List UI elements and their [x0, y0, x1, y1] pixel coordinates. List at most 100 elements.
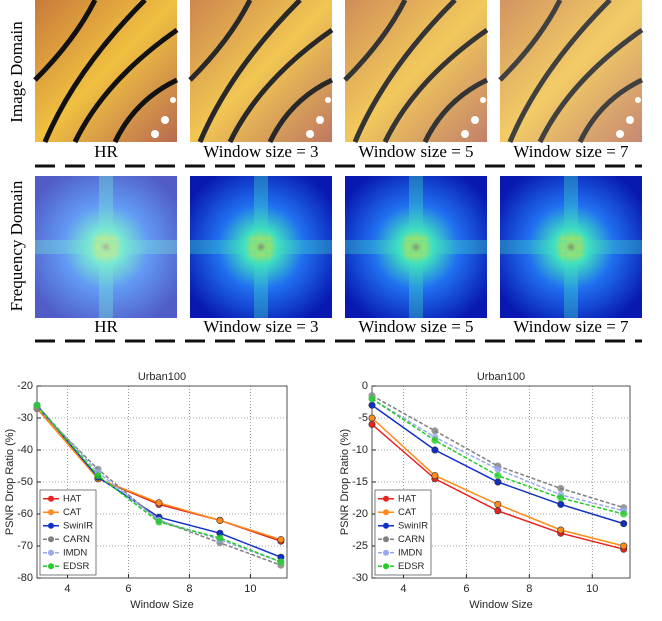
caption: Window size = 7	[513, 142, 629, 161]
legend	[374, 489, 432, 576]
legend-marker	[48, 509, 54, 516]
y-tick-label: -80	[17, 572, 33, 584]
point	[557, 494, 565, 502]
legend-marker	[383, 563, 389, 570]
y-tick-label: -60	[17, 508, 33, 520]
y-tick-label: -20	[352, 508, 368, 520]
x-tick-label: 10	[586, 583, 598, 595]
legend-label: SwinIR	[398, 520, 428, 531]
point	[620, 510, 628, 518]
point	[494, 478, 502, 486]
point	[431, 427, 439, 435]
x-tick-label: 6	[125, 583, 131, 595]
point	[368, 395, 376, 403]
spectrum	[345, 176, 487, 318]
caption: Window size = 3	[203, 142, 318, 161]
point	[277, 536, 285, 544]
spectrum	[190, 176, 332, 318]
y-tick-label: 0	[362, 380, 368, 392]
legend-marker	[48, 549, 54, 556]
legend-marker	[383, 549, 389, 556]
row-label: Frequency Domain	[7, 180, 26, 311]
x-axis-label: Window Size	[130, 599, 194, 611]
point	[494, 465, 502, 473]
legend-marker	[383, 522, 389, 529]
y-tick-label: -30	[17, 412, 33, 424]
point	[494, 500, 502, 508]
x-tick-label: 4	[64, 583, 70, 595]
point	[216, 534, 224, 542]
legend-label: HAT	[63, 493, 81, 504]
caption: Window size = 3	[203, 317, 318, 336]
point	[216, 516, 224, 524]
legend-marker	[48, 522, 54, 529]
point	[33, 401, 41, 409]
point	[277, 558, 285, 566]
x-axis-label: Window Size	[469, 599, 533, 611]
point	[155, 518, 163, 526]
image	[345, 0, 487, 142]
row-label: Image Domain	[7, 21, 26, 123]
point	[494, 507, 502, 515]
x-tick-label: 8	[526, 583, 532, 595]
caption: HR	[94, 142, 118, 161]
legend-label: EDSR	[63, 561, 90, 572]
legend-marker	[48, 536, 54, 543]
point	[620, 542, 628, 550]
legend-label: CAT	[398, 507, 416, 518]
point	[431, 446, 439, 454]
legend-label: CARN	[398, 534, 425, 545]
legend-marker	[383, 509, 389, 516]
point	[368, 414, 376, 422]
y-axis-label: PSNR Drop Ratio (%)	[339, 429, 351, 535]
x-tick-label: 4	[400, 583, 406, 595]
point	[494, 472, 502, 480]
legend-label: EDSR	[398, 561, 425, 572]
image	[190, 0, 332, 142]
caption: Window size = 5	[358, 317, 473, 336]
spectrum	[500, 176, 642, 318]
point	[431, 436, 439, 444]
y-tick-label: -70	[17, 540, 33, 552]
point	[368, 420, 376, 428]
legend	[39, 489, 97, 576]
y-tick-label: -20	[17, 380, 33, 392]
y-tick-label: -50	[17, 476, 33, 488]
image	[500, 0, 642, 142]
y-tick-label: -5	[358, 412, 368, 424]
legend-marker	[48, 563, 54, 570]
legend-label: IMDN	[398, 547, 422, 558]
x-tick-label: 6	[463, 583, 469, 595]
legend-marker	[383, 536, 389, 543]
spectrum	[35, 176, 177, 318]
caption: Window size = 7	[513, 317, 629, 336]
point	[368, 401, 376, 409]
point	[431, 472, 439, 480]
caption: Window size = 5	[358, 142, 473, 161]
legend-label: HAT	[398, 493, 416, 504]
legend-label: SwinIR	[63, 520, 93, 531]
legend-label: CAT	[63, 507, 81, 518]
legend-label: IMDN	[63, 547, 87, 558]
point	[94, 472, 102, 480]
point	[557, 484, 565, 492]
caption: HR	[94, 317, 118, 336]
legend-marker	[48, 495, 54, 502]
point	[155, 499, 163, 507]
y-tick-label: -25	[352, 540, 368, 552]
x-tick-label: 8	[186, 583, 192, 595]
y-tick-label: -10	[352, 444, 368, 456]
image	[35, 0, 177, 142]
y-tick-label: -40	[17, 444, 33, 456]
chart-title: Urban100	[138, 371, 186, 383]
y-tick-label: -30	[352, 572, 368, 584]
point	[557, 526, 565, 534]
point	[557, 500, 565, 508]
y-axis-label: PSNR Drop Ratio (%)	[4, 429, 16, 535]
y-tick-label: -15	[352, 476, 368, 488]
legend-label: CARN	[63, 534, 90, 545]
legend-marker	[383, 495, 389, 502]
chart-title: Urban100	[477, 371, 525, 383]
point	[620, 520, 628, 528]
